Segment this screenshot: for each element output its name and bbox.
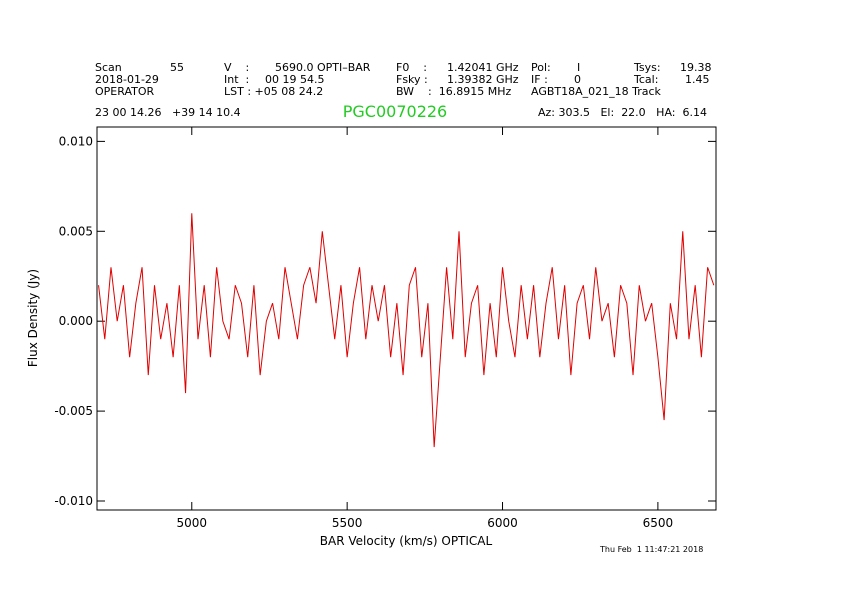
- y-axis-label: Flux Density (Jy): [26, 269, 40, 367]
- fsky-label: Fsky :: [396, 73, 428, 86]
- pol-label: Pol:: [531, 61, 551, 74]
- spectrum-line: [98, 213, 715, 448]
- tcal: 1.45: [685, 73, 710, 86]
- y-tick-label: 0.010: [59, 134, 93, 148]
- x-tick-label: 5000: [177, 516, 208, 530]
- timestamp: Thu Feb 1 11:47:21 2018: [599, 545, 703, 554]
- plot-frame: [96, 126, 717, 511]
- v-label: V :: [224, 61, 249, 74]
- x-tick-label: 6500: [643, 516, 674, 530]
- pointing: Az: 303.5 El: 22.0 HA: 6.14: [538, 106, 707, 119]
- chart-title: PGC0070226: [343, 102, 447, 121]
- header: Scan 55 V : 5690.0 OPTI–BAR F0 : 1.42041…: [95, 61, 712, 554]
- int-label: Int :: [224, 73, 249, 86]
- v: 5690.0 OPTI–BAR: [275, 61, 371, 74]
- y-tick-label: -0.005: [54, 404, 93, 418]
- lst: LST : +05 08 24.2: [224, 85, 323, 98]
- project: AGBT18A_021_18 Track: [531, 85, 662, 98]
- tsys: 19.38: [680, 61, 712, 74]
- tsys-label: Tsys:: [633, 61, 661, 74]
- int: 00 19 54.5: [265, 73, 324, 86]
- if: 0: [574, 73, 581, 86]
- pol: I: [577, 61, 580, 74]
- operator: OPERATOR: [95, 85, 154, 98]
- bw: BW : 16.8915 MHz: [396, 85, 511, 98]
- f0: 1.42041 GHz: [447, 61, 519, 74]
- x-axis-label: BAR Velocity (km/s) OPTICAL: [320, 534, 493, 548]
- y-tick-label: 0.005: [59, 224, 93, 238]
- y-tick-label: -0.010: [54, 494, 93, 508]
- coords: 23 00 14.26 +39 14 10.4: [95, 106, 241, 119]
- scan-label: Scan: [95, 61, 122, 74]
- y-tick-label: 0.000: [59, 314, 93, 328]
- if-label: IF :: [531, 73, 548, 86]
- fsky: 1.39382 GHz: [447, 73, 519, 86]
- x-tick-label: 6000: [487, 516, 518, 530]
- tcal-label: Tcal:: [633, 73, 658, 86]
- x-tick-label: 5500: [332, 516, 363, 530]
- scan: 55: [170, 61, 184, 74]
- date: 2018-01-29: [95, 73, 159, 86]
- f0-label: F0 :: [396, 61, 427, 74]
